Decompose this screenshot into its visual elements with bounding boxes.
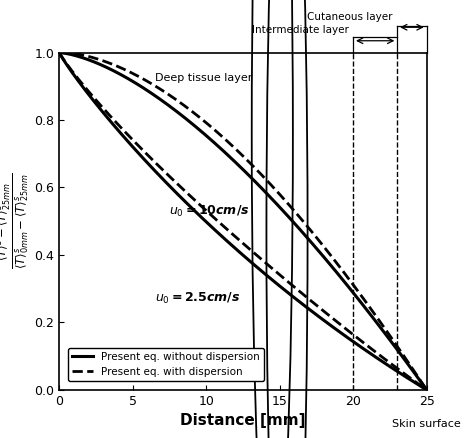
- Text: $\boldsymbol{u_0 = 2.5 cm/s}$: $\boldsymbol{u_0 = 2.5 cm/s}$: [155, 291, 240, 306]
- Text: Cutaneous layer: Cutaneous layer: [307, 12, 392, 22]
- Text: Skin surface: Skin surface: [392, 419, 461, 429]
- X-axis label: Distance [mm]: Distance [mm]: [180, 413, 306, 428]
- Text: Intermediate layer: Intermediate layer: [252, 25, 348, 35]
- Text: $\boldsymbol{u_0 = 10 cm/s}$: $\boldsymbol{u_0 = 10 cm/s}$: [170, 203, 250, 219]
- Y-axis label: $\frac{\langle T\rangle^s - \langle T\rangle^s_{25mm}}{\langle T\rangle^s_{0mm} : $\frac{\langle T\rangle^s - \langle T\ra…: [0, 173, 32, 269]
- Text: Deep tissue layer: Deep tissue layer: [155, 73, 252, 83]
- Legend: Present eq. without dispersion, Present eq. with dispersion: Present eq. without dispersion, Present …: [68, 348, 264, 381]
